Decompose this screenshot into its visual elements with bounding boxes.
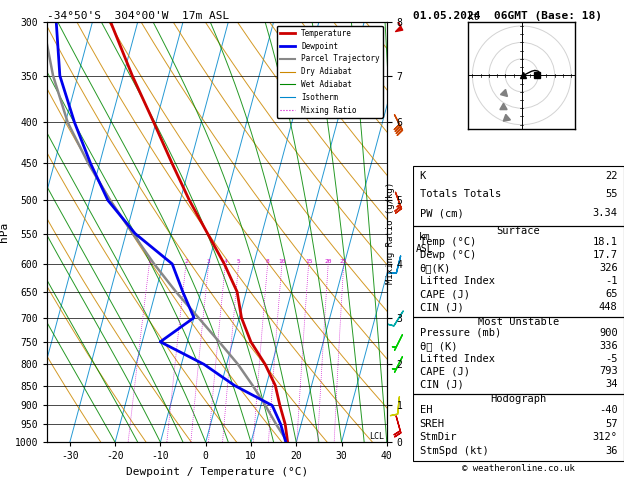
Text: CAPE (J): CAPE (J) — [420, 289, 470, 299]
Text: Pressure (mb): Pressure (mb) — [420, 328, 501, 338]
Bar — [413, 166, 624, 226]
Legend: Temperature, Dewpoint, Parcel Trajectory, Dry Adiabat, Wet Adiabat, Isotherm, Mi: Temperature, Dewpoint, Parcel Trajectory… — [277, 26, 383, 118]
Text: 448: 448 — [599, 302, 618, 312]
Text: StmSpd (kt): StmSpd (kt) — [420, 446, 488, 456]
Text: 17.7: 17.7 — [593, 250, 618, 260]
Text: Hodograph: Hodograph — [491, 394, 547, 404]
Text: 312°: 312° — [593, 432, 618, 442]
Text: 25: 25 — [340, 259, 347, 264]
Text: -34°50'S  304°00'W  17m ASL: -34°50'S 304°00'W 17m ASL — [47, 11, 230, 21]
Text: 10: 10 — [278, 259, 286, 264]
Text: 57: 57 — [605, 419, 618, 429]
Text: 8: 8 — [266, 259, 269, 264]
Text: Lifted Index: Lifted Index — [420, 276, 494, 286]
Text: CIN (J): CIN (J) — [420, 379, 464, 389]
Text: 34: 34 — [605, 379, 618, 389]
Bar — [413, 226, 624, 317]
Text: Totals Totals: Totals Totals — [420, 190, 501, 199]
Text: 20: 20 — [325, 259, 332, 264]
Text: θᴄ(K): θᴄ(K) — [420, 263, 451, 273]
Text: 4: 4 — [223, 259, 227, 264]
Text: LCL: LCL — [370, 432, 384, 441]
Text: 36: 36 — [605, 446, 618, 456]
Y-axis label: hPa: hPa — [0, 222, 9, 242]
Text: -5: -5 — [605, 354, 618, 364]
Text: kt: kt — [469, 12, 480, 22]
Text: Most Unstable: Most Unstable — [478, 317, 559, 327]
Text: -1: -1 — [605, 276, 618, 286]
Bar — [413, 394, 624, 461]
Text: 5: 5 — [237, 259, 240, 264]
Text: -40: -40 — [599, 405, 618, 416]
Text: 326: 326 — [599, 263, 618, 273]
Text: Lifted Index: Lifted Index — [420, 354, 494, 364]
Text: 3: 3 — [207, 259, 211, 264]
Text: CAPE (J): CAPE (J) — [420, 366, 470, 376]
Text: 65: 65 — [605, 289, 618, 299]
X-axis label: Dewpoint / Temperature (°C): Dewpoint / Temperature (°C) — [126, 467, 308, 477]
Text: EH: EH — [420, 405, 432, 416]
Text: 22: 22 — [605, 171, 618, 181]
Text: 55: 55 — [605, 190, 618, 199]
Text: 2: 2 — [184, 259, 188, 264]
Text: © weatheronline.co.uk: © weatheronline.co.uk — [462, 464, 575, 473]
Text: K: K — [420, 171, 426, 181]
Text: Mixing Ratio (g/kg): Mixing Ratio (g/kg) — [386, 182, 395, 284]
Text: CIN (J): CIN (J) — [420, 302, 464, 312]
Text: 1: 1 — [147, 259, 151, 264]
Text: 336: 336 — [599, 341, 618, 351]
Text: 18.1: 18.1 — [593, 237, 618, 247]
Y-axis label: km
ASL: km ASL — [416, 232, 433, 254]
Text: 3.34: 3.34 — [593, 208, 618, 218]
Text: StmDir: StmDir — [420, 432, 457, 442]
Text: SREH: SREH — [420, 419, 445, 429]
Text: 793: 793 — [599, 366, 618, 376]
Text: PW (cm): PW (cm) — [420, 208, 464, 218]
Text: 15: 15 — [305, 259, 313, 264]
Text: 01.05.2024  06GMT (Base: 18): 01.05.2024 06GMT (Base: 18) — [413, 11, 602, 21]
Text: Surface: Surface — [497, 226, 540, 236]
Text: Temp (°C): Temp (°C) — [420, 237, 476, 247]
Text: Dewp (°C): Dewp (°C) — [420, 250, 476, 260]
Bar — [413, 317, 624, 394]
Text: 900: 900 — [599, 328, 618, 338]
Text: θᴄ (K): θᴄ (K) — [420, 341, 457, 351]
